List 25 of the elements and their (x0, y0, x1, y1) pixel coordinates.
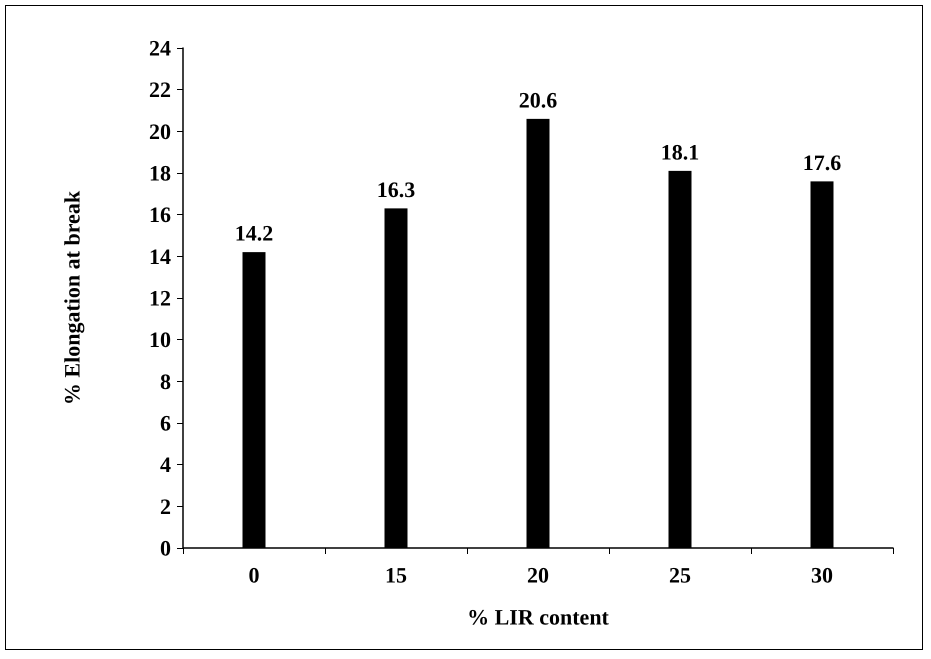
y-axis-title: % Elongation at break (60, 190, 84, 406)
y-tick-label: 10 (149, 327, 171, 352)
y-tick-label: 22 (149, 77, 171, 102)
y-tick-label: 2 (160, 494, 171, 519)
data-label: 20.6 (518, 87, 558, 112)
y-tick-label: 16 (149, 202, 171, 228)
data-label: 18.1 (660, 139, 700, 164)
data-label: 14.2 (234, 220, 274, 246)
x-tick-label: 20 (527, 562, 549, 588)
x-axis-title: % LIR content (467, 604, 610, 630)
y-tick-label: 8 (160, 368, 171, 394)
data-label: 17.6 (802, 150, 842, 175)
y-tick-label: 0 (160, 536, 171, 560)
data-label: 16.3 (376, 176, 416, 202)
y-tick-label: 18 (149, 160, 171, 186)
y-tick-label: 14 (149, 244, 171, 269)
x-tick-label: 30 (811, 562, 833, 588)
y-tick-label: 12 (149, 286, 171, 310)
y-tick-label: 6 (160, 410, 171, 436)
y-tick-label: 4 (160, 452, 171, 478)
y-tick-label: 24 (149, 36, 171, 60)
y-tick-label: 20 (149, 118, 171, 144)
x-tick-label: 0 (248, 562, 260, 588)
x-tick-label: 25 (669, 562, 691, 588)
x-tick-label: 15 (385, 562, 407, 588)
